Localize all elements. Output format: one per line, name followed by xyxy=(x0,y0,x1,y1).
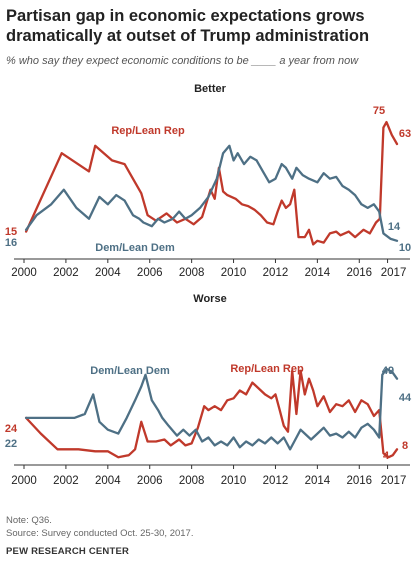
x-tick-label: 2014 xyxy=(305,475,331,487)
x-tick-label: 2014 xyxy=(305,267,331,279)
worse-dem-legend: Dem/Lean Dem xyxy=(90,365,170,377)
dem-series-line xyxy=(24,367,399,451)
worse-dem-start-label: 22 xyxy=(5,438,17,450)
worse-rep-start-label: 24 xyxy=(5,423,18,435)
x-tick-label: 2012 xyxy=(263,267,289,279)
x-tick-label: 2000 xyxy=(11,475,37,487)
better-panel: Better 2000 2002 2004 2006 2008 2010 2012 2014 2… xyxy=(5,83,411,279)
x-tick-label: 2010 xyxy=(221,475,247,487)
better-dem-start-label: 16 xyxy=(5,237,17,249)
better-dem-legend: Dem/Lean Dem xyxy=(95,242,175,254)
better-rep-legend: Rep/Lean Rep xyxy=(111,125,185,137)
x-tick-label: 2008 xyxy=(179,267,205,279)
dem-series-line xyxy=(24,144,399,242)
chart-title: Partisan gap in economic expectations gr… xyxy=(6,7,370,45)
source-text: Source: Survey conducted Oct. 25-30, 201… xyxy=(6,528,194,539)
rep-series-line xyxy=(24,369,399,459)
x-tick-label: 2006 xyxy=(137,267,163,279)
source-org: PEW RESEARCH CENTER xyxy=(6,546,130,557)
x-tick-label: 2006 xyxy=(137,475,163,487)
better-panel-title: Better xyxy=(194,83,227,95)
better-x-ticks: 2000 2002 2004 2006 2008 2010 2012 2014 2016 2017 xyxy=(11,259,406,279)
worse-rep-legend: Rep/Lean Rep xyxy=(230,363,304,375)
worse-dem-end-label: 44 xyxy=(399,392,412,404)
worse-rep-low-label: 4 xyxy=(383,450,390,462)
x-tick-label: 2016 xyxy=(346,475,372,487)
worse-rep-end-label: 8 xyxy=(402,440,408,452)
chart-subtitle: % who say they expect economic condition… xyxy=(6,55,359,67)
better-lines xyxy=(24,120,399,246)
better-dem-end-label: 10 xyxy=(399,242,411,254)
x-tick-label: 2000 xyxy=(11,267,37,279)
worse-panel-title: Worse xyxy=(193,293,226,305)
worse-lines xyxy=(24,367,399,459)
x-tick-label: 2017 xyxy=(381,475,407,487)
worse-panel: Worse 2000 2002 2004 2006 2008 2010 2012 2014 20… xyxy=(5,293,412,487)
x-tick-label: 2010 xyxy=(221,267,247,279)
x-tick-label: 2002 xyxy=(53,475,79,487)
worse-dem-peak-label: 49 xyxy=(382,365,394,377)
x-tick-label: 2004 xyxy=(95,267,121,279)
note-text: Note: Q36. xyxy=(6,515,52,526)
x-tick-label: 2002 xyxy=(53,267,79,279)
better-dem-peak-label: 14 xyxy=(388,221,401,233)
x-tick-label: 2017 xyxy=(381,267,407,279)
worse-x-ticks: 2000 2002 2004 2006 2008 2010 2012 2014 2016 2017 xyxy=(11,465,406,487)
x-tick-label: 2004 xyxy=(95,475,121,487)
x-tick-label: 2012 xyxy=(263,475,289,487)
better-rep-start-label: 15 xyxy=(5,226,17,238)
x-tick-label: 2008 xyxy=(179,475,205,487)
better-rep-end-label: 63 xyxy=(399,128,411,140)
better-rep-peak-label: 75 xyxy=(373,105,385,117)
x-tick-label: 2016 xyxy=(346,267,372,279)
